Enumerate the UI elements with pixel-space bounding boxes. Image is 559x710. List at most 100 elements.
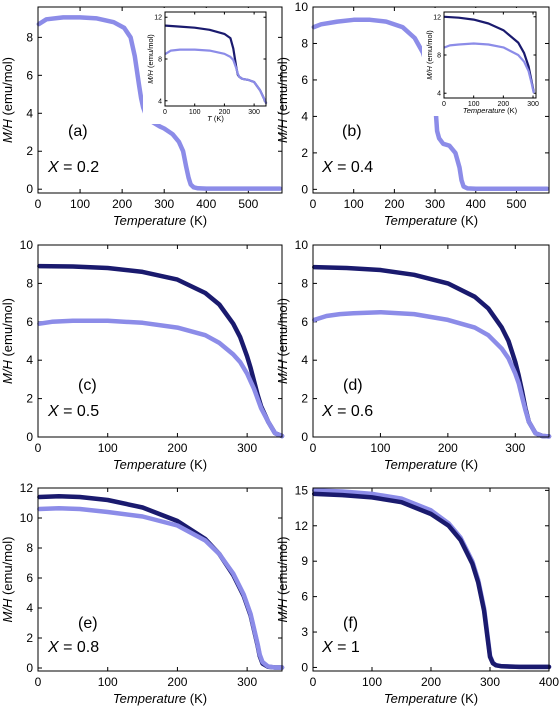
y-tick-label: 15 [295, 483, 309, 497]
inset-x-tick-label: 200 [498, 101, 510, 108]
plot-frame [312, 244, 550, 438]
y-tick-label: 8 [26, 541, 33, 555]
y-tick-label: 10 [20, 511, 34, 525]
inset-x-tick-label: 100 [468, 101, 480, 108]
x-tick-label: 100 [370, 441, 390, 455]
x-tick-label: 300 [237, 675, 257, 689]
y-tick-label: 2 [26, 144, 33, 158]
inset-y-tick-label: 12 [154, 15, 162, 22]
x-tick-label: 200 [167, 675, 187, 689]
y-tick-label: 2 [26, 392, 33, 406]
x-tick-label: 100 [362, 675, 382, 689]
y-tick-label: 2 [301, 146, 308, 160]
plot-frame [37, 6, 283, 194]
ticks: 0 100 200 300 0 2 4 6 8 10 [295, 238, 549, 455]
panel-f: 0 100 200 300 400 0 3 6 9 12 15 Temperature (K) M/H … [275, 483, 559, 706]
inset-y-axis-label: M/H (emu/mol) [146, 34, 155, 84]
y-tick-label: 4 [26, 601, 33, 615]
inset-x-tick-label: 0 [163, 109, 167, 116]
y-tick-label: 8 [301, 36, 308, 50]
y-tick-label: 10 [20, 238, 34, 252]
x-tick-label: 0 [310, 197, 317, 211]
y-tick-label: 10 [295, 238, 309, 252]
x-tick-label: 300 [154, 197, 174, 211]
x-tick-label: 300 [505, 441, 525, 455]
panel-letter: (c) [78, 377, 97, 394]
inset-x-tick-label: 300 [248, 109, 260, 116]
panel-letter: (b) [342, 123, 362, 140]
x-axis-label: Temperature (K) [384, 691, 478, 706]
x-tick-label: 300 [480, 675, 500, 689]
y-tick-label: 0 [301, 430, 308, 444]
x-tick-label: 300 [237, 441, 257, 455]
x-axis-label: Temperature (K) [113, 691, 207, 706]
inset-x-axis-label: T (K) [207, 114, 224, 123]
x-tick-label: 400 [196, 197, 216, 211]
y-tick-label: 3 [301, 625, 308, 639]
plot-frame [312, 487, 550, 672]
y-tick-label: 0 [26, 182, 33, 196]
panel-b: 0 100 200 300 400 500 0 2 4 6 8 10 Temperature (K) M/… [275, 0, 550, 228]
y-axis-label: M/H (emu/mol) [275, 537, 290, 623]
y-tick-label: 6 [26, 68, 33, 82]
inset-y-tick-label: 4 [158, 98, 162, 105]
y-tick-label: 4 [301, 109, 308, 123]
x-axis-label: Temperature (K) [113, 213, 207, 228]
x-tick-label: 400 [466, 197, 486, 211]
y-tick-label: 2 [301, 392, 308, 406]
plot-frame [37, 244, 283, 438]
y-tick-label: 0 [301, 660, 308, 674]
x-tick-label: 100 [98, 441, 118, 455]
composition-label: X = 0.6 [321, 403, 373, 420]
inset-y-tick-label: 8 [437, 53, 441, 60]
y-tick-label: 2 [26, 631, 33, 645]
x-tick-label: 500 [506, 197, 526, 211]
x-tick-label: 0 [310, 675, 317, 689]
inset-x-axis-label: Temperature (K) [463, 106, 518, 115]
x-tick-label: 100 [70, 197, 90, 211]
composition-label: X = 0.4 [321, 159, 373, 176]
x-tick-label: 200 [421, 675, 441, 689]
series-light [37, 318, 285, 439]
inset-y-tick-label: 4 [437, 91, 441, 98]
inset-x-tick-label: 0 [442, 101, 446, 108]
y-tick-label: 12 [295, 519, 309, 533]
ticks: 0 100 200 300 400 0 3 6 9 12 15 [295, 483, 559, 689]
y-axis-label: M/H (emu/mol) [0, 57, 15, 143]
inset-y-tick-label: 12 [433, 14, 441, 21]
y-tick-label: 8 [301, 276, 308, 290]
y-tick-label: 4 [26, 353, 33, 367]
x-tick-label: 100 [344, 197, 364, 211]
ticks: 0 100 200 300 400 500 0 2 4 6 8 10 [295, 0, 549, 211]
x-tick-label: 0 [35, 675, 42, 689]
y-tick-label: 12 [20, 481, 34, 495]
panel-a: 0 100 200 300 400 500 0 2 4 6 8 Temperature (K) M/H … [0, 6, 283, 228]
ticks: 0 100 200 300 400 500 0 2 4 6 8 [26, 7, 282, 211]
y-tick-label: 0 [301, 182, 308, 196]
panel-c: 0 100 200 300 0 2 4 6 8 10 Temperature (K) M/H (emu… [0, 238, 285, 472]
x-tick-label: 200 [384, 197, 404, 211]
x-tick-label: 500 [238, 197, 258, 211]
composition-label: X = 0.2 [47, 159, 99, 176]
composition-label: X = 0.8 [47, 639, 99, 656]
y-tick-label: 6 [301, 73, 308, 87]
inset-background [143, 8, 270, 124]
y-tick-label: 9 [301, 554, 308, 568]
inset-x-tick-label: 300 [527, 101, 539, 108]
x-tick-label: 100 [98, 675, 118, 689]
inset-series-light [443, 42, 535, 94]
composition-label: X = 1 [321, 639, 360, 656]
y-tick-label: 4 [301, 353, 308, 367]
inset-series-light [164, 48, 268, 105]
x-tick-label: 0 [35, 197, 42, 211]
series-dark [311, 491, 552, 670]
y-tick-label: 8 [26, 276, 33, 290]
y-tick-label: 8 [26, 30, 33, 44]
y-tick-label: 0 [26, 430, 33, 444]
x-tick-label: 400 [539, 675, 559, 689]
inset-plot-frame [164, 11, 267, 107]
inset-chart: 0 100 200 300 4 8 12 Temperature (K) M/H (emu/mo… [422, 8, 540, 116]
inset-chart: 0 100 200 300 4 8 12 T (K) M/H (emu/mol) [143, 8, 270, 124]
y-tick-label: 6 [301, 590, 308, 604]
